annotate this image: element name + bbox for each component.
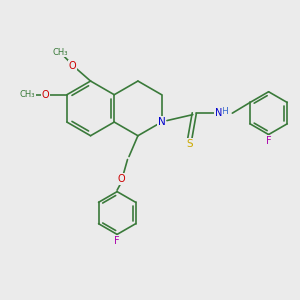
Text: F: F <box>266 136 272 146</box>
Text: CH₃: CH₃ <box>52 48 68 57</box>
Text: S: S <box>187 139 193 149</box>
Text: O: O <box>118 174 125 184</box>
Text: H: H <box>220 107 227 116</box>
Text: CH₃: CH₃ <box>20 90 35 99</box>
Text: O: O <box>42 90 49 100</box>
Text: F: F <box>114 236 120 246</box>
Text: N: N <box>158 117 166 127</box>
Text: N: N <box>215 108 223 118</box>
Text: O: O <box>69 61 76 70</box>
